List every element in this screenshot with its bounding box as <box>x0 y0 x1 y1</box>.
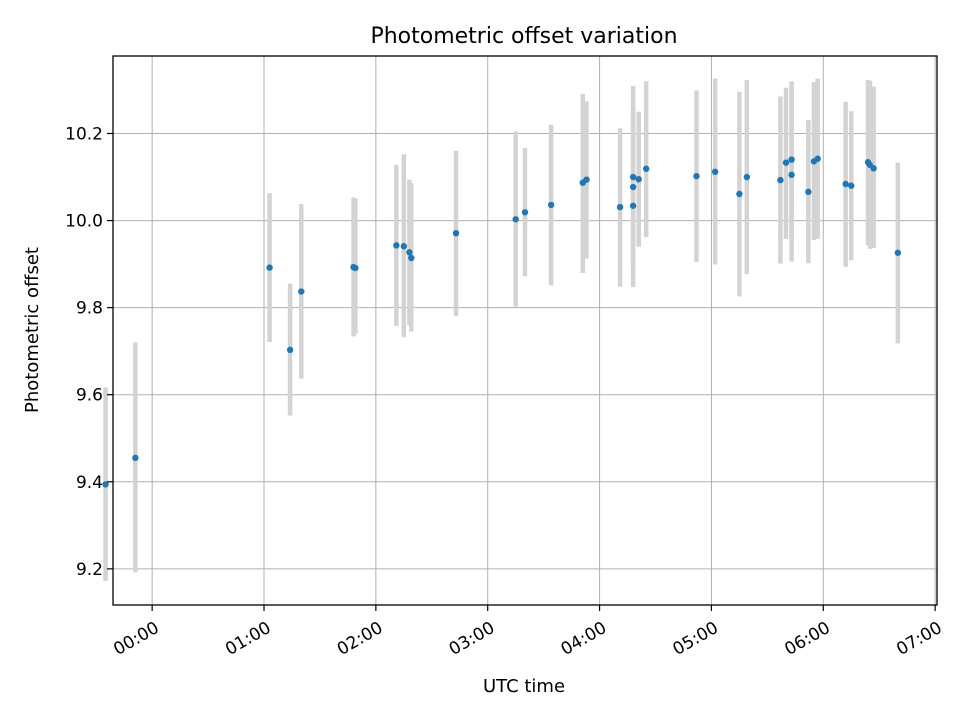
data-point <box>629 202 637 209</box>
data-point <box>629 173 637 181</box>
data-point <box>521 209 529 216</box>
data-point <box>298 288 305 295</box>
plot-frame <box>112 55 938 606</box>
y-tick-label: 9.6 <box>76 386 103 406</box>
data-point <box>736 190 743 198</box>
data-point <box>848 182 855 189</box>
data-point <box>408 254 415 262</box>
data-point <box>635 176 642 183</box>
data-point <box>102 481 109 488</box>
y-tick-label: 10.0 <box>65 212 103 232</box>
data-points <box>102 155 902 488</box>
data-point <box>788 171 795 179</box>
data-point <box>393 242 400 249</box>
data-point <box>870 165 877 172</box>
data-point <box>406 249 413 256</box>
data-point <box>782 159 790 166</box>
data-point <box>266 264 273 271</box>
data-point <box>711 168 719 176</box>
y-tick-label: 9.8 <box>76 299 103 319</box>
grid-lines <box>113 56 937 605</box>
y-axis-label: Photometric offset <box>22 247 43 413</box>
data-point <box>743 173 751 181</box>
data-point <box>616 203 624 211</box>
y-tick-label: 9.4 <box>76 473 103 493</box>
data-point <box>583 176 590 183</box>
data-point <box>777 176 784 184</box>
data-point <box>642 165 650 172</box>
data-point <box>132 454 139 462</box>
data-point <box>693 172 700 180</box>
data-point <box>805 188 812 196</box>
data-point <box>629 183 637 191</box>
data-point <box>842 180 849 188</box>
data-point <box>547 201 555 209</box>
data-point <box>788 156 795 163</box>
x-axis-label: UTC time <box>483 676 565 697</box>
data-point <box>814 155 821 162</box>
data-point <box>286 346 294 354</box>
y-axis-ticks: 9.2 9.4 9.6 9.8 10.0 10.2 <box>65 124 113 580</box>
data-point <box>512 216 519 223</box>
data-point <box>894 249 902 256</box>
data-point <box>400 243 408 250</box>
y-tick-label: 9.2 <box>76 560 103 580</box>
data-point <box>452 229 460 237</box>
data-point <box>352 264 359 272</box>
chart-title: Photometric offset variation <box>370 24 677 49</box>
y-tick-label: 10.2 <box>65 124 103 144</box>
